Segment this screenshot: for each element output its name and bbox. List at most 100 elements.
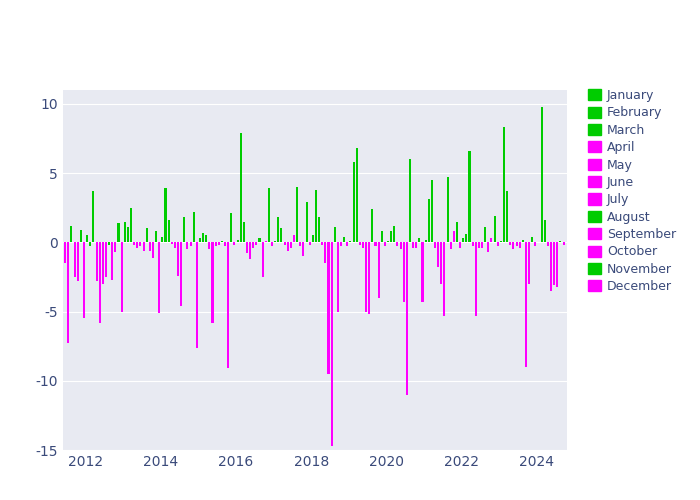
Bar [265, 241, 267, 242]
Bar [343, 237, 345, 242]
Bar [353, 162, 355, 242]
Bar [230, 213, 232, 242]
Bar [233, 242, 235, 245]
Bar [102, 242, 104, 284]
Bar [371, 209, 373, 242]
Bar [519, 242, 521, 248]
Bar [224, 242, 226, 246]
Bar [202, 232, 204, 242]
Bar [381, 231, 383, 242]
Bar [74, 242, 76, 277]
Bar [256, 242, 258, 245]
Bar [133, 242, 135, 245]
Bar [362, 242, 364, 248]
Legend: January, February, March, April, May, June, July, August, September, October, No: January, February, March, April, May, Ju… [589, 89, 676, 293]
Bar [419, 238, 421, 242]
Bar [299, 242, 301, 246]
Bar [337, 242, 339, 312]
Bar [61, 242, 63, 259]
Bar [349, 241, 351, 242]
Bar [425, 240, 427, 242]
Bar [431, 180, 433, 242]
Bar [284, 242, 286, 245]
Bar [393, 226, 395, 242]
Bar [108, 242, 110, 245]
Bar [305, 202, 307, 242]
Bar [472, 242, 474, 246]
Bar [494, 216, 496, 242]
Bar [346, 242, 349, 246]
Bar [302, 242, 304, 256]
Bar [114, 242, 116, 252]
Bar [559, 241, 561, 242]
Bar [227, 242, 229, 368]
Bar [171, 242, 173, 244]
Bar [374, 242, 377, 246]
Bar [180, 242, 182, 306]
Bar [277, 218, 279, 242]
Bar [484, 227, 486, 242]
Bar [149, 242, 151, 250]
Bar [281, 228, 283, 242]
Bar [359, 242, 361, 245]
Bar [487, 242, 489, 252]
Bar [434, 242, 436, 248]
Bar [268, 188, 270, 242]
Bar [522, 240, 524, 242]
Bar [174, 242, 176, 248]
Bar [177, 242, 179, 276]
Bar [478, 242, 480, 248]
Bar [428, 200, 430, 242]
Bar [252, 242, 254, 248]
Bar [77, 242, 79, 281]
Bar [120, 242, 122, 312]
Bar [111, 242, 113, 280]
Bar [127, 227, 129, 242]
Bar [506, 191, 508, 242]
Bar [158, 242, 160, 313]
Bar [80, 230, 82, 242]
Bar [528, 242, 530, 284]
Bar [547, 242, 549, 246]
Bar [271, 242, 273, 246]
Bar [321, 242, 323, 245]
Bar [315, 190, 317, 242]
Bar [146, 228, 148, 242]
Bar [118, 223, 120, 242]
Bar [136, 242, 139, 248]
Bar [239, 133, 241, 242]
Bar [64, 242, 67, 263]
Bar [218, 242, 220, 245]
Bar [211, 242, 214, 322]
Bar [550, 242, 552, 291]
Bar [563, 242, 565, 245]
Bar [249, 242, 251, 259]
Bar [105, 242, 107, 277]
Bar [262, 242, 264, 277]
Bar [296, 187, 298, 242]
Bar [237, 240, 239, 242]
Bar [67, 242, 69, 344]
Bar [183, 218, 186, 242]
Bar [215, 242, 217, 246]
Bar [447, 177, 449, 242]
Bar [139, 242, 141, 246]
Bar [318, 218, 320, 242]
Bar [71, 226, 73, 242]
Bar [368, 242, 370, 314]
Bar [209, 242, 211, 249]
Bar [500, 241, 502, 242]
Bar [324, 242, 326, 263]
Bar [475, 242, 477, 316]
Bar [503, 128, 505, 242]
Bar [152, 242, 154, 258]
Bar [309, 242, 311, 245]
Bar [462, 238, 464, 242]
Bar [221, 241, 223, 242]
Bar [556, 242, 559, 286]
Bar [340, 242, 342, 246]
Bar [459, 242, 461, 248]
Bar [205, 236, 207, 242]
Bar [143, 242, 145, 250]
Bar [243, 222, 245, 242]
